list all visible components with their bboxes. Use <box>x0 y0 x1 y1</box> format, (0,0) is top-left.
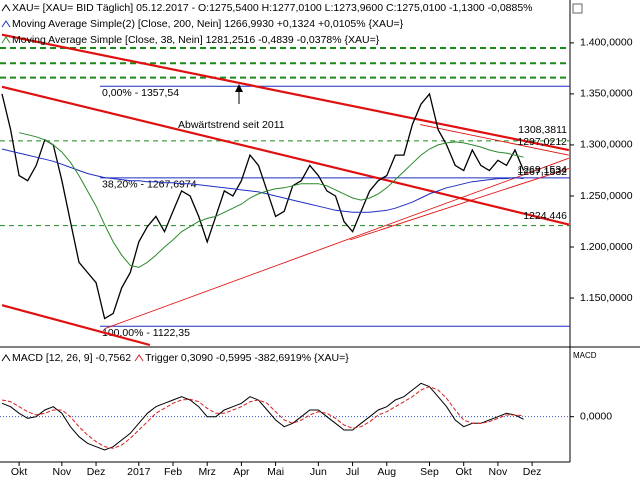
legend-icon <box>1 4 11 12</box>
legend-icon <box>134 354 144 362</box>
trend-line <box>1 85 570 226</box>
legend-entry: XAU= [XAU= BID Täglich] 05.12.2017 - O:1… <box>1 2 533 14</box>
legend-label: Moving Average Simple(2) [Close, 200, Ne… <box>12 18 404 30</box>
annotation: Abwärtstrend seit 2011 <box>178 119 285 131</box>
y-tick-label: 1.250,0000 <box>580 190 633 202</box>
legend-icon <box>1 20 11 28</box>
arrow-head <box>235 84 243 92</box>
fib-label: 38,20% - 1267,6974 <box>102 179 197 191</box>
x-tick-label: Mai <box>267 466 284 478</box>
price-label: 1308,3811 <box>518 124 567 136</box>
x-tick-label: 2017 <box>127 466 151 478</box>
series-line <box>1 382 524 451</box>
price-label: 1267,1532 <box>517 166 567 178</box>
legend-label: Trigger 0,3090 -0,5995 -382,6919% {XAU=} <box>145 352 349 364</box>
x-tick-label: Jun <box>310 466 327 478</box>
trend-line <box>1 33 570 152</box>
y-tick-label: 0,0000 <box>580 410 612 422</box>
window-icon[interactable] <box>572 3 583 14</box>
y-tick-label: 1.300,0000 <box>580 139 633 151</box>
series-line <box>1 92 525 320</box>
panel-label: MACD <box>573 351 597 360</box>
trend-line <box>420 124 569 156</box>
y-tick-label: 1.350,0000 <box>580 88 633 100</box>
x-tick-label: Feb <box>164 466 182 478</box>
y-tick-label: 1.200,0000 <box>580 241 633 253</box>
trend-line <box>1 304 151 347</box>
series-line <box>1 386 524 449</box>
price-label: 1224,446 <box>523 210 567 222</box>
y-tick-label: 1.150,0000 <box>580 292 633 304</box>
legend-icon <box>1 36 11 44</box>
y-tick-label: 1.400,0000 <box>580 37 633 49</box>
legend-icon <box>1 354 11 362</box>
legend-entry: MACD [12, 26, 9] -0,7562 <box>1 352 131 364</box>
legend-label: Moving Average Simple [Close, 38, Nein] … <box>12 34 380 46</box>
x-tick-label: Okt <box>456 466 472 478</box>
legend-label: XAU= [XAU= BID Täglich] 05.12.2017 - O:1… <box>12 2 533 14</box>
x-tick-label: Nov <box>489 466 508 478</box>
x-tick-label: Sep <box>420 466 439 478</box>
price-label: 1297,0212 <box>517 136 567 148</box>
x-tick-label: Mrz <box>198 466 216 478</box>
legend-entry: Moving Average Simple [Close, 38, Nein] … <box>1 34 380 46</box>
series-line <box>18 132 524 268</box>
x-tick-label: Dez <box>87 466 106 478</box>
legend-label: MACD [12, 26, 9] -0,7562 <box>12 352 131 364</box>
x-tick-label: Dez <box>523 466 542 478</box>
x-tick-label: Aug <box>377 466 396 478</box>
price-label: 1269,1534 <box>517 164 567 176</box>
trend-line <box>104 157 570 330</box>
x-tick-label: Okt <box>11 466 27 478</box>
x-tick-label: Apr <box>233 466 250 478</box>
legend-entry: Trigger 0,3090 -0,5995 -382,6919% {XAU=} <box>134 352 349 364</box>
x-tick-label: Nov <box>53 466 72 478</box>
trend-line <box>349 167 570 241</box>
fib-label: 100,00% - 1122,35 <box>102 327 190 339</box>
x-tick-label: Jul <box>346 466 359 478</box>
legend-entry: Moving Average Simple(2) [Close, 200, Ne… <box>1 18 404 30</box>
fib-label: 0,00% - 1357,54 <box>102 87 179 99</box>
